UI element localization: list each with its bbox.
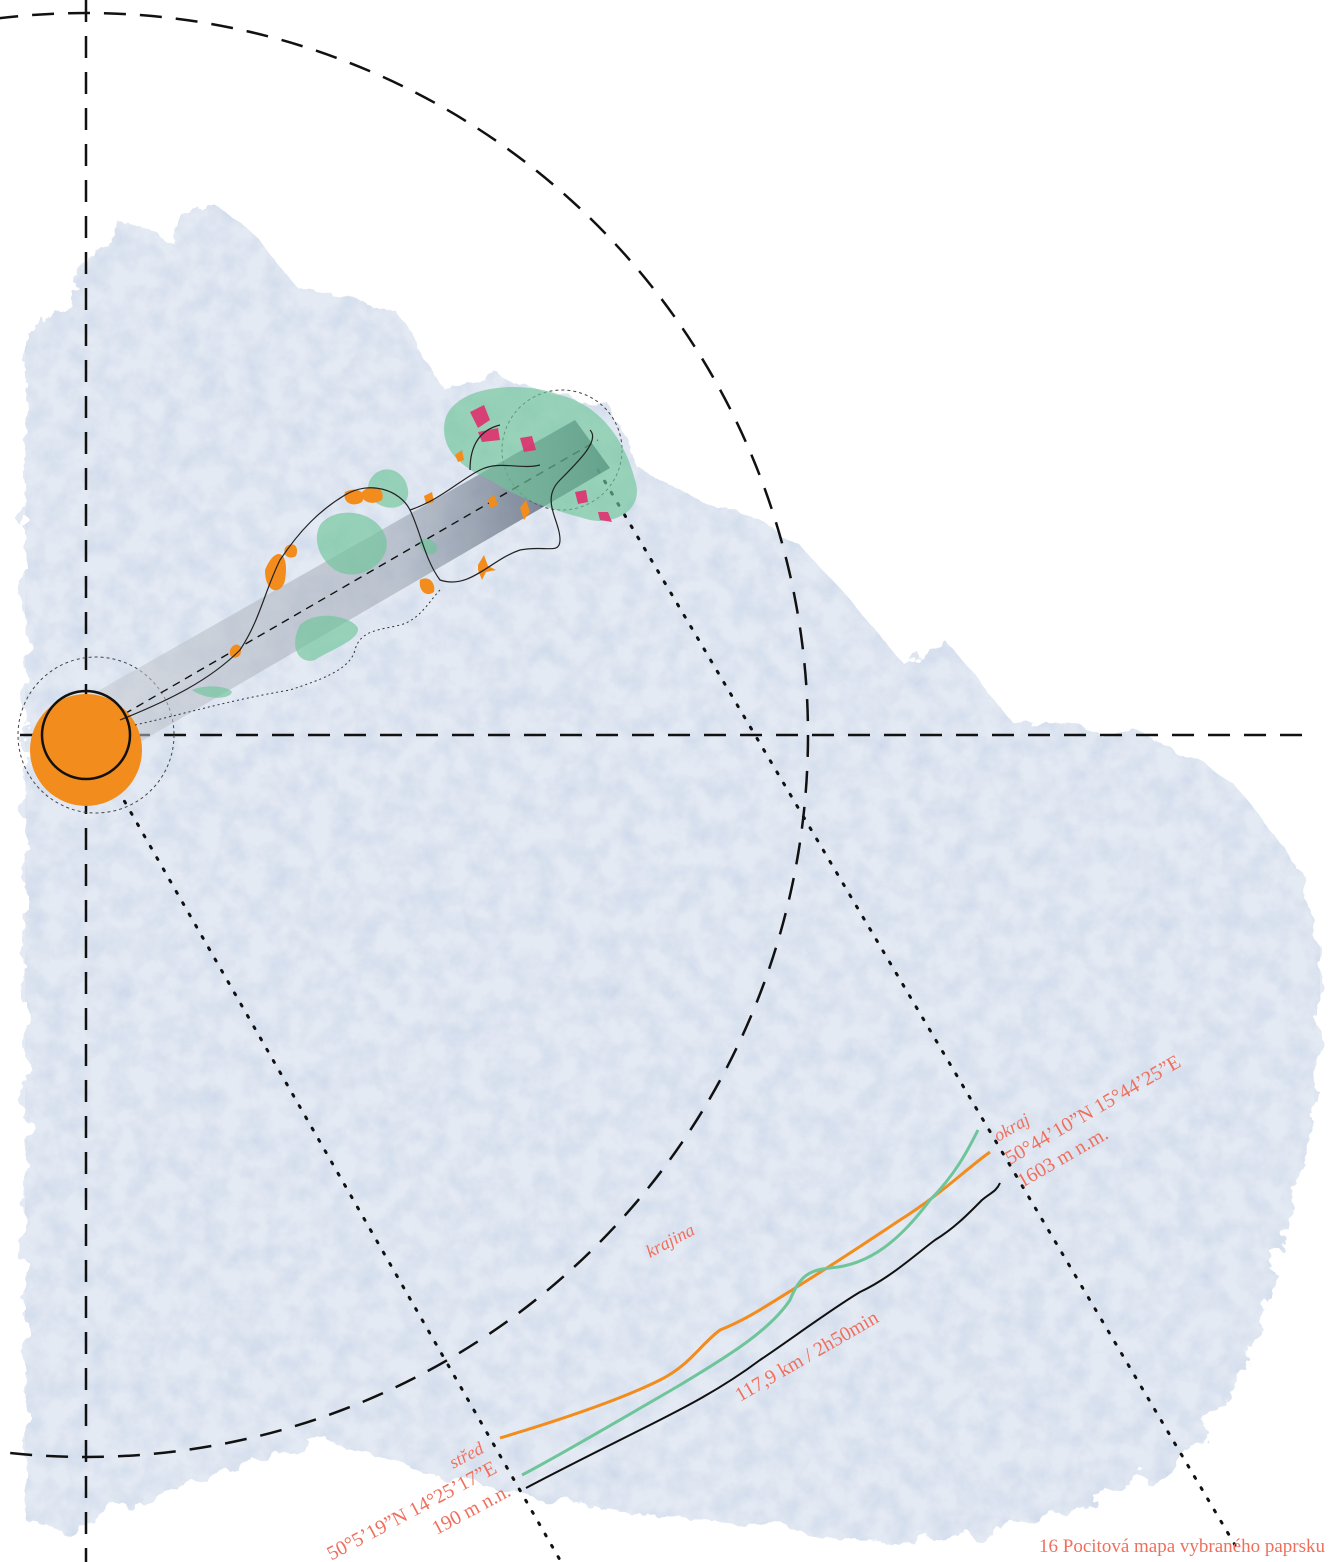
route-lines [119,424,594,721]
green-zones [192,387,637,698]
magenta-spots [470,405,612,522]
profile-black [525,1182,1001,1489]
elevation-profile [499,1129,1001,1489]
dotted-guides [116,468,1237,1562]
route-dotted [134,589,441,726]
profile-green [521,1129,980,1477]
figure-caption: 16 Pocitová mapa vybraného paprsku [1039,1536,1325,1557]
center-area [30,694,142,806]
profile-orange [499,1150,991,1440]
orange-settlements [30,450,530,806]
terrain-landmass [25,205,1320,1545]
crosshair-circle-icon [40,689,132,781]
